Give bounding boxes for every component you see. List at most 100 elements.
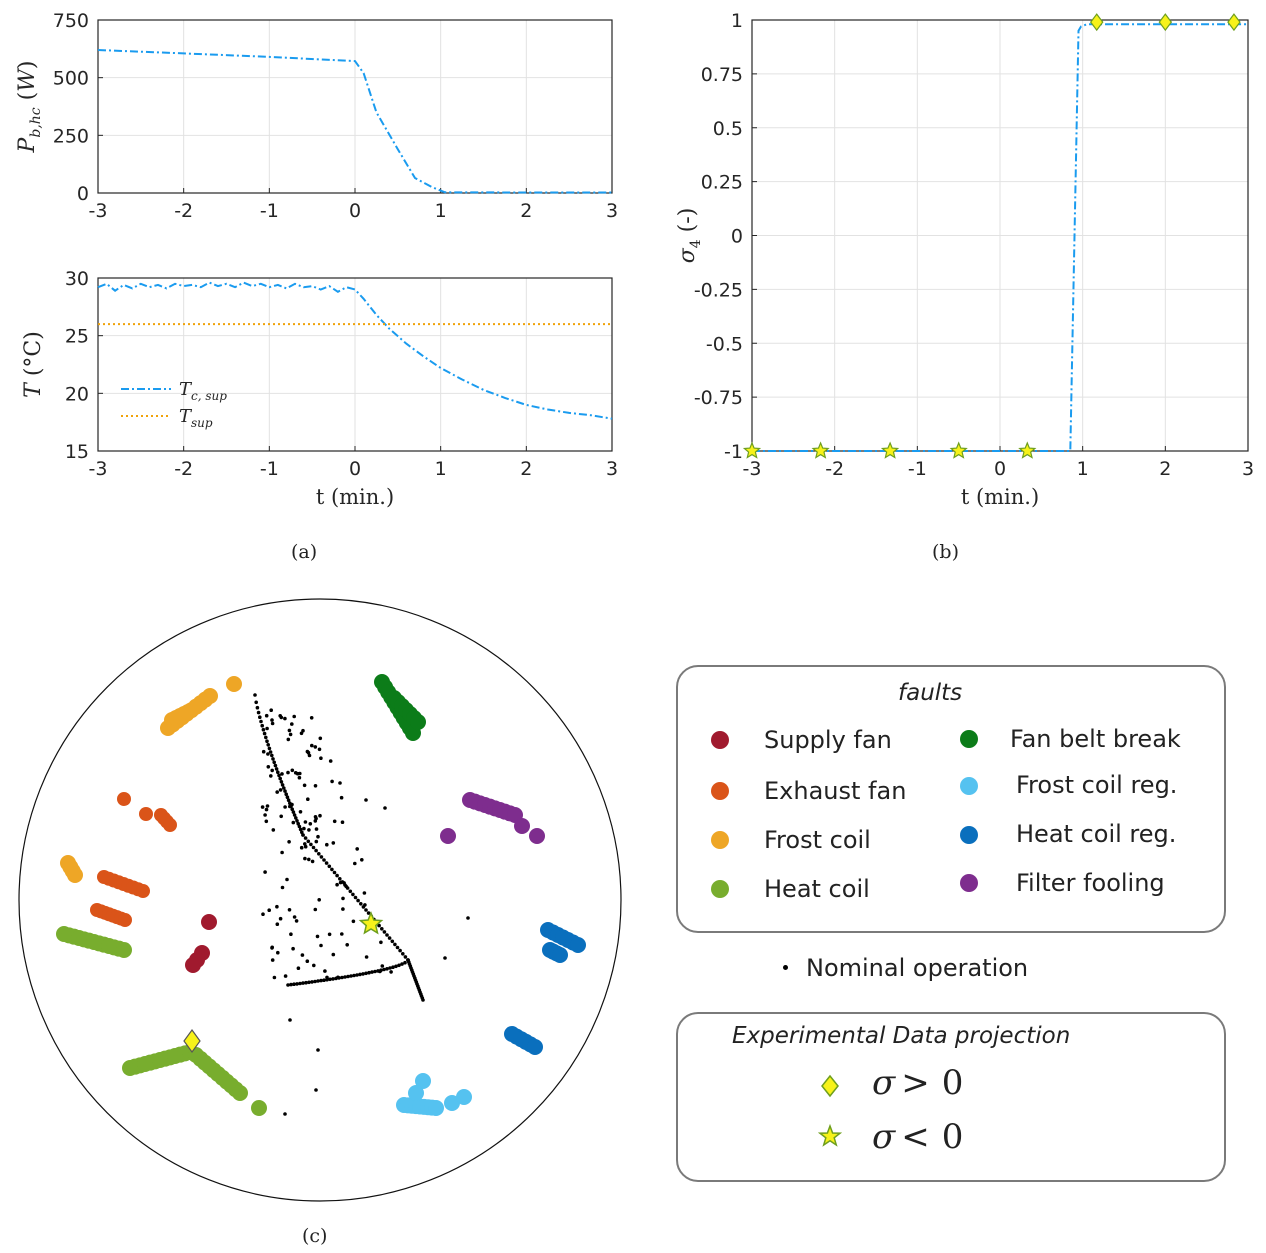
nominal-point [296, 966, 301, 970]
nominal-point [284, 792, 289, 796]
nominal-point [390, 939, 395, 944]
nominal-point [303, 836, 308, 840]
nominal-point [335, 873, 339, 878]
nominal-point [263, 870, 267, 874]
nominal-point [266, 752, 270, 756]
nominal-point [343, 975, 347, 979]
nominal-point [290, 768, 295, 773]
nominal-point [364, 955, 369, 959]
nominal-point [309, 842, 313, 847]
nominal-point [310, 980, 314, 984]
x-tick-label: 0 [994, 458, 1006, 480]
nominal-point [351, 892, 355, 897]
y-tick-label: 0 [731, 226, 743, 248]
nominal-point [394, 964, 398, 969]
nominal-point [382, 967, 386, 972]
nominal-point [313, 979, 317, 984]
nominal-point [279, 715, 284, 720]
series-line-0 [97, 281, 613, 420]
nominal-point [380, 927, 384, 931]
nominal-point [355, 847, 360, 851]
nominal-point [336, 975, 340, 980]
star-icon [818, 1124, 842, 1147]
projection-label-negative: σ <0 [872, 1117, 969, 1157]
nominal-point [314, 827, 319, 831]
nominal-point [287, 908, 292, 912]
nominal-point [366, 911, 371, 915]
nominal-point [283, 789, 287, 793]
nominal-point [328, 977, 332, 982]
nominal-point [364, 798, 368, 802]
nominal-point [285, 795, 290, 799]
nominal-point [278, 916, 283, 921]
nominal-point [271, 757, 275, 761]
y-tick-label: -0.5 [706, 333, 743, 355]
nominal-point [267, 908, 272, 912]
nominal-point [270, 721, 275, 726]
x-tick-label: -2 [174, 458, 193, 480]
x-tick-label: 2 [520, 200, 532, 222]
nominal-point [443, 956, 447, 960]
nominal-point [322, 858, 326, 862]
nominal-point [349, 974, 353, 978]
nominal-point [295, 982, 299, 986]
nominal-point [278, 776, 283, 781]
y-tick-label: -0.25 [694, 279, 743, 301]
nominal-point [253, 693, 257, 697]
nominal-point [308, 822, 313, 826]
nominal-point [327, 864, 332, 869]
nominal-point [316, 1048, 320, 1052]
nominal-point [295, 819, 299, 823]
nominal-point [269, 708, 274, 712]
nominal-point [309, 716, 314, 720]
nominal-point [275, 904, 279, 909]
x-tick-label: -3 [743, 458, 762, 480]
nominal-point [270, 958, 275, 962]
nominal-point [286, 770, 290, 775]
nominal-point [393, 942, 397, 947]
nominal-point [340, 932, 344, 936]
nominal-point [362, 891, 367, 895]
nominal-point [286, 983, 290, 987]
nominal-point [360, 858, 364, 862]
nominal-point [265, 726, 269, 731]
nominal-point [317, 852, 321, 856]
greater-than-symbol: > [901, 1063, 930, 1103]
y-tick-label: -1 [724, 441, 743, 463]
nominal-point [261, 727, 266, 732]
nominal-point [262, 731, 267, 736]
nominal-point [345, 943, 350, 947]
nominal-point [290, 807, 295, 811]
nominal-point [351, 919, 356, 924]
y-tick-label: 15 [65, 441, 89, 463]
nominal-point [276, 770, 280, 774]
nominal-point [304, 980, 308, 985]
cluster-frost-coil-reg [444, 1095, 460, 1111]
cluster-exhaust-fan [117, 792, 131, 806]
nominal-point [332, 819, 337, 824]
nominal-point [259, 719, 263, 724]
diamond-icon [821, 1074, 839, 1098]
cluster-frost-coil [226, 676, 242, 692]
nominal-point [314, 848, 318, 853]
nominal-point [265, 804, 270, 808]
nominal-point [328, 759, 333, 763]
nominal-point [346, 974, 350, 979]
cluster-exhaust-fan [139, 807, 153, 821]
legend-label-frost-coil: Frost coil [764, 826, 871, 854]
cluster-heat-coil [232, 1085, 248, 1101]
caption-c: (c) [302, 1225, 328, 1247]
nominal-point [292, 714, 297, 719]
nominal-point [298, 827, 303, 832]
nominal-point [314, 839, 319, 844]
nominal-point [272, 760, 277, 765]
nominal-point [279, 814, 284, 819]
marker-diamond [1089, 13, 1104, 32]
cluster-frost-coil-reg [415, 1073, 431, 1089]
chart-disk-projection [18, 598, 622, 1202]
nominal-point [421, 998, 425, 1002]
nominal-point [264, 819, 269, 824]
cluster-frost-coil-reg [456, 1089, 472, 1105]
caption-b: (b) [932, 541, 959, 563]
cluster-frost-coil-reg [408, 1085, 424, 1101]
